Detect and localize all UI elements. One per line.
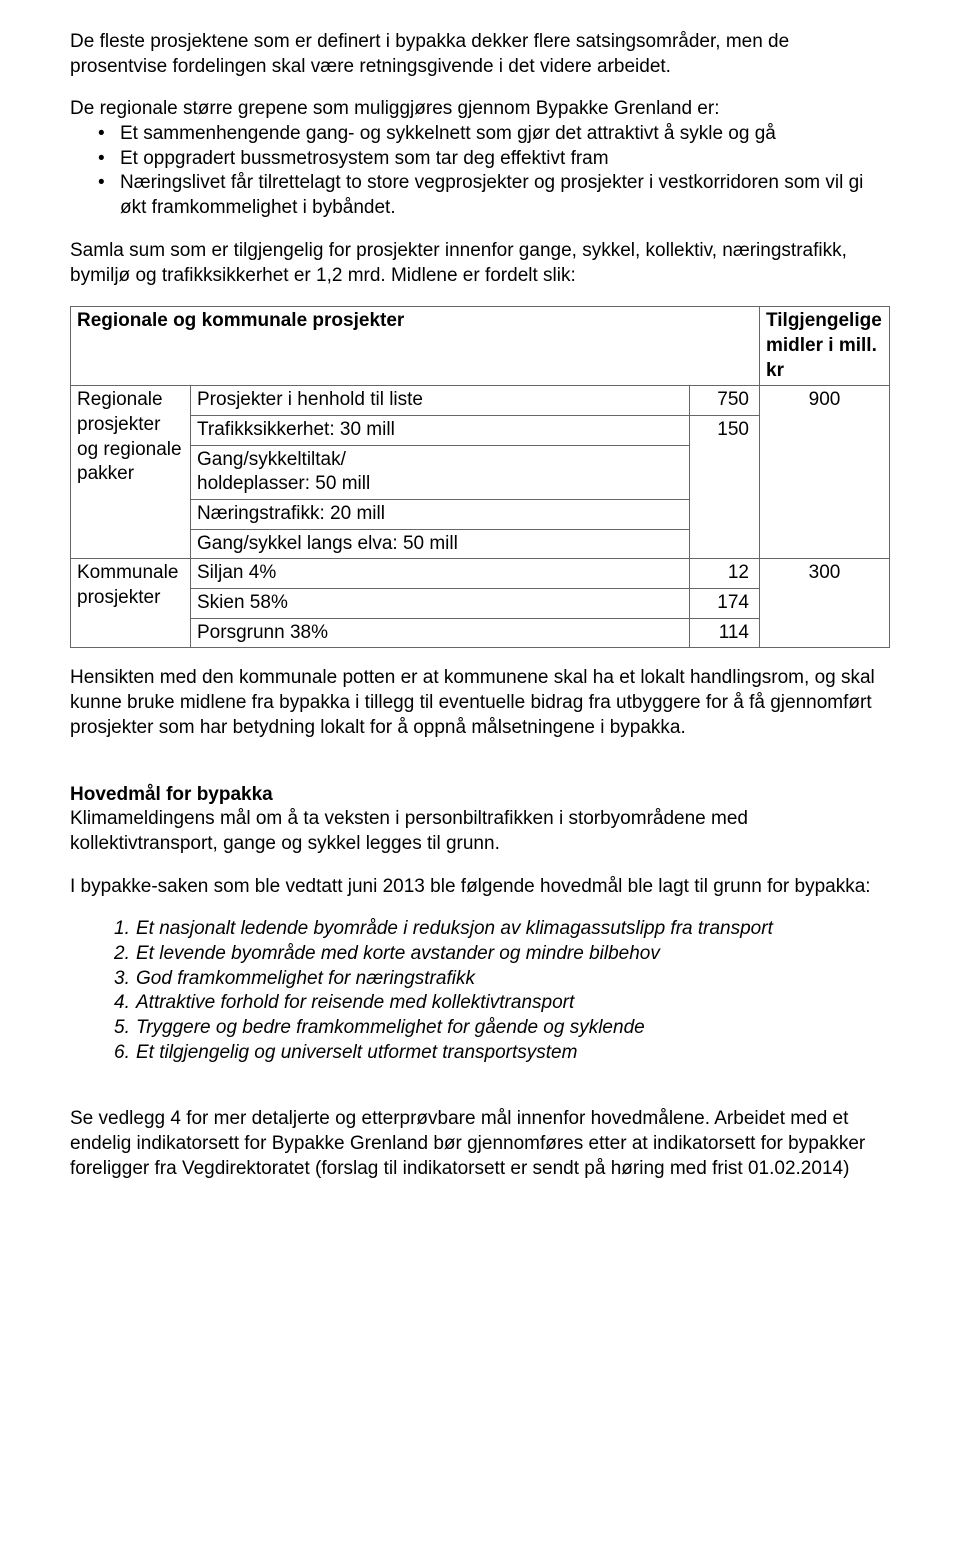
table-header-row: Regionale og kommunale prosjekter Tilgje… — [71, 307, 890, 386]
label-line: og regionale — [77, 439, 182, 460]
cell-value: 750 — [690, 386, 760, 416]
cell-desc: Gang/sykkel langs elva: 50 mill — [191, 529, 690, 559]
label-line: prosjekter — [77, 414, 160, 435]
label-line: Kommunale — [77, 562, 178, 583]
list-item: Et tilgjengelig og universelt utformet t… — [114, 1041, 890, 1066]
list-item: Næringslivet får tilrettelagt to store v… — [98, 171, 890, 220]
cell-value: 174 — [690, 589, 760, 619]
table-row: Regionale prosjekter og regionale pakker… — [71, 386, 890, 416]
desc-line: holdeplasser: 50 mill — [197, 473, 370, 494]
bullet-list-grep: Et sammenhengende gang- og sykkelnett so… — [98, 122, 890, 221]
cell-value: 114 — [690, 618, 760, 648]
table-header-right: Tilgjengelige midler i mill. kr — [760, 307, 890, 386]
desc-line: Gang/sykkeltiltak/ — [197, 449, 346, 470]
list-item: Et nasjonalt ledende byområde i reduksjo… — [114, 917, 890, 942]
paragraph-sum: Samla sum som er tilgjengelig for prosje… — [70, 239, 890, 288]
paragraph-hensikt: Hensikten med den kommunale potten er at… — [70, 666, 890, 740]
cell-desc: Skien 58% — [191, 589, 690, 619]
cell-desc: Trafikksikkerhet: 30 mill — [191, 415, 690, 445]
list-item: Et sammenhengende gang- og sykkelnett so… — [98, 122, 890, 147]
paragraph-bypakke-sak: I bypakke-saken som ble vedtatt juni 201… — [70, 875, 890, 900]
cell-value: 12 — [690, 559, 760, 589]
paragraph-klimamelding: Klimameldingens mål om å ta veksten i pe… — [70, 807, 890, 856]
list-item: Et levende byområde med korte avstander … — [114, 942, 890, 967]
cell-value: 150 — [690, 415, 760, 558]
cell-regional-total: 900 — [760, 386, 890, 559]
cell-kommunale-label: Kommunale prosjekter — [71, 559, 191, 648]
label-line: prosjekter — [77, 587, 160, 608]
cell-kommunale-total: 300 — [760, 559, 890, 648]
cell-desc: Porsgrunn 38% — [191, 618, 690, 648]
goals-list: Et nasjonalt ledende byområde i reduksjo… — [114, 917, 890, 1065]
header-right-line1: Tilgjengelige — [766, 310, 882, 331]
list-item: Tryggere og bedre framkommelighet for gå… — [114, 1016, 890, 1041]
list-item: Attraktive forhold for reisende med koll… — [114, 991, 890, 1016]
paragraph-vedlegg: Se vedlegg 4 for mer detaljerte og etter… — [70, 1107, 890, 1181]
cell-desc: Siljan 4% — [191, 559, 690, 589]
paragraph-intro: De fleste prosjektene som er definert i … — [70, 30, 890, 79]
table-row: Kommunale prosjekter Siljan 4% 12 300 — [71, 559, 890, 589]
cell-regional-label: Regionale prosjekter og regionale pakker — [71, 386, 191, 559]
list-item: God framkommelighet for næringstrafikk — [114, 967, 890, 992]
projects-table: Regionale og kommunale prosjekter Tilgje… — [70, 306, 890, 648]
cell-desc: Prosjekter i henhold til liste — [191, 386, 690, 416]
label-line: Regionale — [77, 389, 163, 410]
header-right-line2: midler i mill. kr — [766, 335, 877, 381]
paragraph-grep-intro: De regionale større grepene som muliggjø… — [70, 97, 890, 122]
label-line: pakker — [77, 463, 134, 484]
table-header-left: Regionale og kommunale prosjekter — [71, 307, 760, 386]
cell-desc: Gang/sykkeltiltak/ holdeplasser: 50 mill — [191, 445, 690, 499]
cell-desc: Næringstrafikk: 20 mill — [191, 500, 690, 530]
heading-hovedmal: Hovedmål for bypakka — [70, 783, 890, 808]
list-item: Et oppgradert bussmetrosystem som tar de… — [98, 147, 890, 172]
